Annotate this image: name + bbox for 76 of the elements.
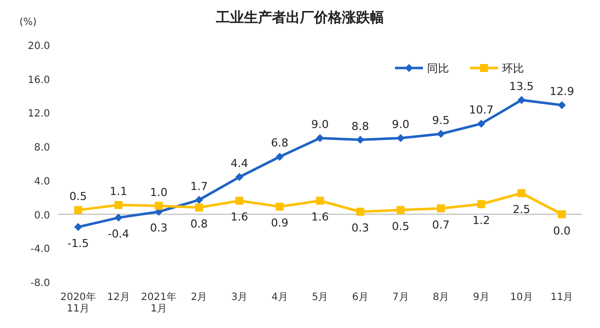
- data-label: 1.6: [230, 210, 248, 224]
- point: [477, 120, 486, 128]
- data-label: 9.5: [432, 114, 450, 127]
- point: [74, 206, 82, 214]
- data-label: 0.3: [150, 222, 168, 235]
- point: [558, 210, 566, 218]
- point: [114, 214, 122, 222]
- point: [276, 202, 284, 211]
- y-tick-label: 0.0: [34, 210, 50, 222]
- x-tick-label: 6月: [352, 292, 368, 303]
- data-label: 6.8: [270, 136, 288, 150]
- data-label: 0.5: [69, 190, 87, 204]
- x-tick-label: 12月: [107, 292, 130, 303]
- x-tick-label: 4月: [272, 292, 288, 303]
- x-tick-label: 10月: [510, 292, 533, 303]
- x-tick-label: 2月: [190, 292, 208, 303]
- x-tick-label: 11月: [550, 292, 574, 303]
- point: [154, 202, 163, 210]
- data-label: 1.1: [110, 184, 128, 198]
- x-tick-label: 9月: [473, 292, 490, 303]
- data-label: 13.5: [509, 80, 534, 94]
- data-label: 1.0: [150, 186, 168, 199]
- data-label: 0.9: [270, 216, 288, 230]
- point: [558, 101, 566, 110]
- data-label: 10.7: [468, 104, 494, 117]
- x-tick-label: 2020年 11月: [60, 291, 96, 314]
- point: [477, 200, 486, 208]
- data-label: 8.8: [352, 120, 370, 133]
- x-tick-label: 2021年 1月: [141, 291, 176, 314]
- y-tick-label: 8.0: [34, 142, 50, 154]
- point: [74, 222, 82, 231]
- point: [356, 136, 364, 144]
- point: [436, 204, 445, 212]
- point: [316, 134, 324, 142]
- data-label: 2.5: [512, 203, 530, 216]
- x-tick-label: 5月: [312, 292, 328, 303]
- point: [195, 204, 204, 212]
- point: [518, 189, 526, 198]
- data-label: 0.5: [392, 220, 410, 234]
- data-label: 0.8: [190, 218, 208, 231]
- data-label: -1.5: [67, 236, 89, 250]
- data-label: 0.3: [352, 222, 370, 235]
- point: [396, 206, 405, 214]
- point: [276, 152, 284, 161]
- point: [114, 200, 122, 209]
- data-label: 1.7: [190, 180, 208, 193]
- point: [195, 196, 204, 204]
- y-tick-label: -4.0: [30, 244, 50, 256]
- x-tick-label: 7月: [392, 292, 409, 303]
- data-label: -0.4: [108, 228, 130, 241]
- point: [235, 173, 244, 182]
- point: [316, 196, 324, 205]
- point: [518, 96, 526, 104]
- data-label: 0.7: [432, 218, 450, 232]
- point: [356, 208, 364, 216]
- x-tick-label: 8月: [432, 292, 450, 303]
- data-label: 9.0: [311, 118, 329, 132]
- point: [235, 196, 244, 205]
- y-tick-label: 16.0: [28, 74, 50, 86]
- data-label: 9.0: [392, 118, 410, 132]
- y-tick-label: 20.0: [28, 41, 50, 52]
- data-label: 0.0: [553, 224, 571, 238]
- x-tick-label: 3月: [231, 292, 248, 303]
- data-label: 1.6: [311, 210, 329, 224]
- data-label: 12.9: [550, 85, 574, 98]
- data-label: 4.4: [230, 157, 248, 170]
- y-tick-label: -8.0: [30, 278, 50, 289]
- y-tick-label: 12.0: [28, 108, 50, 120]
- data-label: 1.2: [472, 214, 490, 228]
- legend-label: 同比: [427, 62, 449, 75]
- legend-label: 环比: [502, 62, 524, 75]
- y-tick-label: 4.0: [34, 176, 50, 188]
- chart-title: 工业生产者出厂价格涨跌幅: [215, 9, 384, 26]
- point: [396, 134, 405, 142]
- y-axis-title: (%): [19, 17, 37, 28]
- point: [436, 130, 445, 138]
